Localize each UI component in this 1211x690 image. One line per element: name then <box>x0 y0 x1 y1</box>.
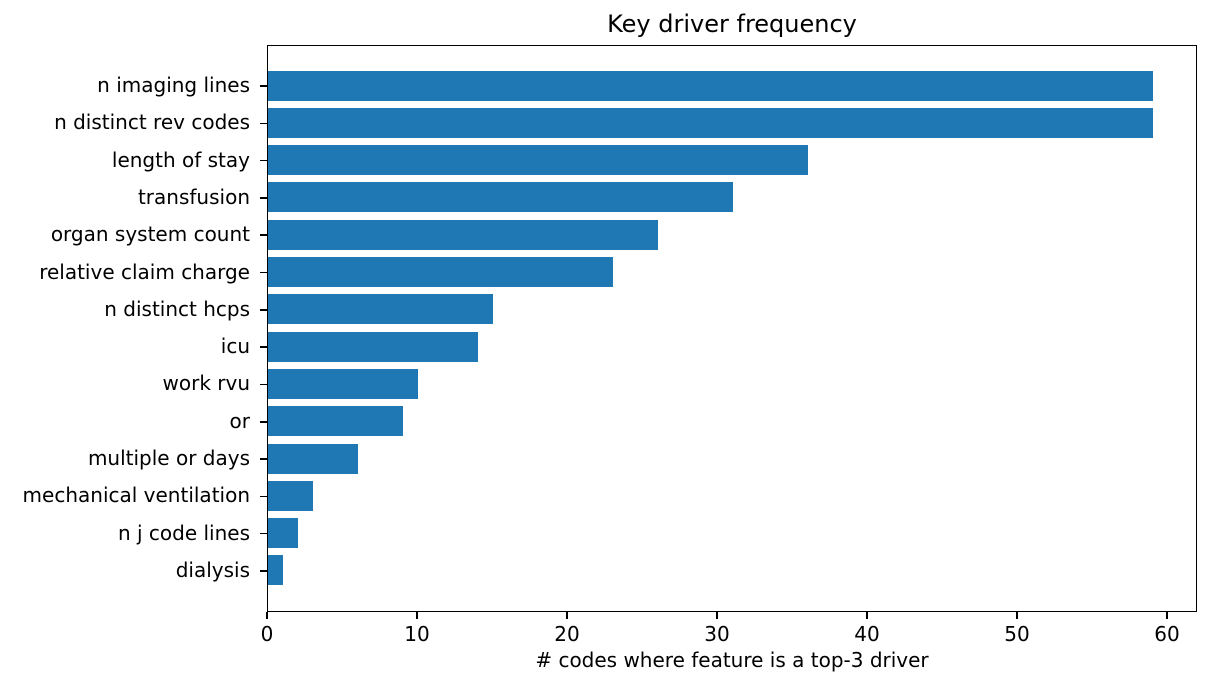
y-tick-label: icu <box>220 334 250 359</box>
y-tick <box>260 309 267 311</box>
y-tick <box>260 85 267 87</box>
bar <box>268 518 298 549</box>
x-tick <box>1016 612 1018 619</box>
y-tick-label: n distinct hcps <box>104 296 250 321</box>
y-tick-label: dialysis <box>175 557 250 582</box>
bar <box>268 145 808 176</box>
x-tick-label: 50 <box>1004 622 1030 646</box>
bar <box>268 368 418 399</box>
y-tick-label: n j code lines <box>117 520 250 545</box>
x-tick-label: 40 <box>854 622 880 646</box>
plot-area <box>267 45 1197 612</box>
x-tick-label: 60 <box>1154 622 1180 646</box>
bar <box>268 182 733 213</box>
y-tick-label: mechanical ventilation <box>22 483 250 508</box>
y-tick <box>260 570 267 572</box>
bar <box>268 294 493 325</box>
bar <box>268 107 1153 138</box>
y-tick-label: or <box>229 408 250 433</box>
bar <box>268 406 403 437</box>
bar <box>268 443 358 474</box>
x-tick <box>266 612 268 619</box>
y-tick-label: organ system count <box>50 222 250 247</box>
x-tick <box>416 612 418 619</box>
x-tick-label: 20 <box>554 622 580 646</box>
bar <box>268 257 613 288</box>
bar <box>268 219 658 250</box>
y-tick-label: n imaging lines <box>97 73 250 97</box>
y-tick <box>260 458 267 460</box>
x-tick <box>866 612 868 619</box>
y-tick-label: n distinct rev codes <box>54 110 250 135</box>
y-tick <box>260 122 267 125</box>
y-tick-label: relative claim charge <box>39 259 250 284</box>
y-tick <box>260 383 267 386</box>
y-tick <box>260 495 267 498</box>
y-tick <box>260 532 267 535</box>
y-tick-label: length of stay <box>111 147 250 172</box>
bar <box>268 480 313 511</box>
x-tick <box>716 612 718 619</box>
x-tick-label: 10 <box>404 622 430 646</box>
x-axis-label: # codes where feature is a top-3 driver <box>535 648 929 672</box>
bar <box>268 70 1153 101</box>
bar <box>268 555 283 586</box>
y-tick <box>260 234 267 236</box>
x-tick <box>1166 612 1168 619</box>
y-tick <box>260 159 267 162</box>
x-tick-label: 30 <box>704 622 730 646</box>
chart-title: Key driver frequency <box>607 10 857 38</box>
bar <box>268 331 478 362</box>
x-tick <box>566 612 568 619</box>
x-tick-label: 0 <box>260 622 274 646</box>
y-tick <box>260 346 267 348</box>
y-tick-label: multiple or days <box>87 446 250 471</box>
y-tick <box>260 197 267 199</box>
y-tick <box>260 271 267 274</box>
y-tick-label: work rvu <box>162 371 251 396</box>
y-tick-label: transfusion <box>137 184 250 209</box>
y-tick <box>260 421 267 423</box>
